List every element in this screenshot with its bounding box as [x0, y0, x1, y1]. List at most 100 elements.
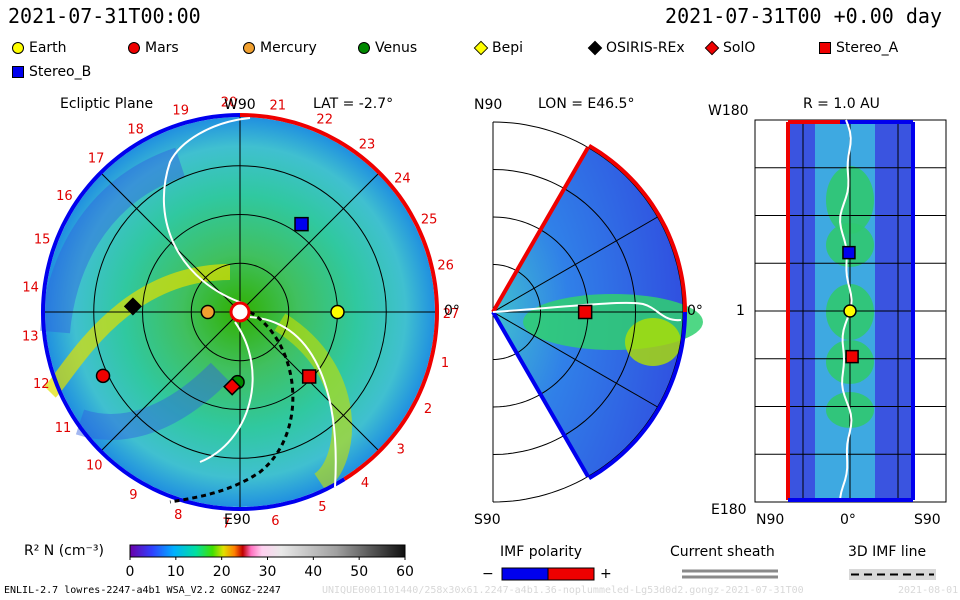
legend-item-stereo-b: Stereo_B — [12, 64, 91, 80]
density-band — [75, 362, 230, 440]
carrington-tick-label: 24 — [394, 171, 411, 186]
carrington-tick-label: 10 — [86, 459, 103, 474]
legend-label: SolO — [723, 40, 756, 56]
osiris-rex-marker — [123, 297, 142, 316]
current-sheath-title: Current sheath — [670, 544, 775, 560]
imf-polarity-arc — [239, 113, 440, 481]
carrington-tick-label: 2 — [424, 402, 432, 417]
date-header-left: 2021-07-31T00:00 — [8, 4, 201, 28]
imf-polarity-arc — [587, 311, 687, 481]
earth-marker — [330, 304, 345, 320]
legend-item-mercury: Mercury — [243, 40, 317, 56]
carrington-tick-label: 6 — [271, 514, 279, 529]
colorbar-tick-label: 40 — [304, 564, 322, 580]
carrington-tick-label: 16 — [56, 189, 73, 204]
carrington-tick-label: 15 — [34, 233, 51, 248]
imf-polarity-edge — [491, 146, 590, 313]
stereo-b-marker — [294, 216, 309, 232]
meridian-top-label: N90 — [474, 97, 503, 113]
meridional-plane-plot — [491, 121, 703, 503]
carrington-tick-label: 18 — [127, 123, 144, 138]
carrington-tick-label: 7 — [222, 517, 230, 532]
meridian-right-label: 0° — [687, 303, 703, 319]
grid-line — [492, 216, 658, 313]
date-header-right: 2021-07-31T00 +0.00 day — [665, 4, 942, 28]
legend-item-venus: Venus — [358, 40, 417, 56]
footer-model-info: ENLIL-2.7 lowres-2247-a4b1 WSA_V2.2 GONG… — [4, 585, 281, 596]
carrington-tick-label: 3 — [397, 443, 405, 458]
imf-line-title: 3D IMF line — [848, 544, 927, 560]
circle-icon — [358, 42, 370, 54]
stereo-b-marker — [842, 245, 856, 260]
sphere-xtick-s90: S90 — [914, 512, 941, 528]
legend-label: Stereo_B — [29, 64, 92, 80]
carrington-tick-label: 27 — [443, 307, 460, 322]
carrington-tick-label: 4 — [361, 476, 369, 491]
meridian-bottom-label: S90 — [474, 512, 501, 528]
sphere-bottom-label: E180 — [711, 502, 747, 518]
carrington-tick-label: 17 — [88, 152, 105, 167]
square-icon — [12, 66, 24, 78]
colorbar-tick-label: 10 — [167, 564, 185, 580]
carrington-tick-label: 13 — [22, 329, 39, 344]
footer-date: 2021-08-01 — [898, 585, 959, 596]
legend-label: Bepi — [492, 40, 523, 56]
imf-positive-swatch — [547, 567, 595, 581]
sphere-xtick-0: 0° — [840, 512, 856, 528]
carrington-tick-label: 1 — [441, 356, 449, 371]
circle-icon — [12, 42, 24, 54]
carrington-tick-label: 20 — [221, 95, 238, 110]
colorbar-tick-label: 20 — [213, 564, 231, 580]
carrington-tick-label: 9 — [129, 488, 137, 503]
imf-line — [492, 301, 682, 322]
sphere-top-label: W180 — [708, 103, 749, 119]
colorbar-label: R² N (cm⁻³) — [24, 543, 104, 559]
legend-item-stereo-a: Stereo_A — [819, 40, 898, 56]
solo-marker — [223, 377, 242, 396]
legend-label: Mercury — [260, 40, 317, 56]
legend-item-solo: SolO — [704, 40, 756, 56]
legend-label: OSIRIS-REx — [606, 40, 685, 56]
circle-icon — [128, 42, 140, 54]
legend-item-mars: Mars — [128, 40, 179, 56]
colorbar-tick-label: 30 — [259, 564, 277, 580]
carrington-tick-label: 8 — [174, 508, 182, 523]
legend-label: Venus — [375, 40, 418, 56]
density-band — [44, 264, 231, 398]
imf-line — [249, 316, 337, 488]
carrington-tick-label: 21 — [270, 98, 287, 113]
carrington-tick-label: 23 — [359, 138, 376, 153]
sun-inner-boundary — [229, 301, 251, 323]
carrington-tick-label: 12 — [33, 377, 50, 392]
imf-polarity-title: IMF polarity — [500, 544, 583, 560]
imf-negative-swatch — [501, 567, 549, 581]
sphere-r-label: R = 1.0 AU — [803, 96, 880, 112]
legend-item-bepi: Bepi — [473, 40, 523, 56]
stereo-a-marker — [301, 369, 317, 384]
colorbar-tick-label: 60 — [396, 564, 414, 580]
legend-label: Mars — [145, 40, 179, 56]
carrington-tick-label: 26 — [437, 259, 454, 274]
imf-line — [199, 321, 254, 463]
carrington-tick-label: 19 — [172, 104, 189, 119]
ecliptic-right-label: 0° — [444, 303, 460, 319]
imf-plus-label: + — [600, 566, 612, 582]
carrington-tick-label: 25 — [421, 212, 438, 227]
imf-3d-line — [169, 310, 295, 504]
footer-run-id: UNIQUE0001101440/258x30x61.2247-a4b1.36-… — [322, 585, 804, 596]
mars-marker — [95, 368, 111, 384]
density-colorbar: 0 10 20 30 40 50 60 — [126, 544, 414, 580]
imf-polarity-arc — [40, 113, 346, 512]
colorbar-tick-label: 50 — [350, 564, 368, 580]
colorbar-tick-label: 0 — [126, 564, 135, 580]
legend-item-earth: Earth — [12, 40, 67, 56]
colorbar-gradient — [129, 544, 406, 558]
stereo-a-marker — [845, 349, 859, 364]
ecliptic-bottom-label: E90 — [224, 512, 251, 528]
grid-line — [492, 311, 658, 408]
legend-label: Earth — [29, 40, 67, 56]
stereo-a-marker — [577, 304, 593, 320]
imf-polarity-arc — [587, 143, 687, 313]
ecliptic-lat-label: LAT = -2.7° — [313, 96, 394, 112]
legend-label: Stereo_A — [836, 40, 899, 56]
